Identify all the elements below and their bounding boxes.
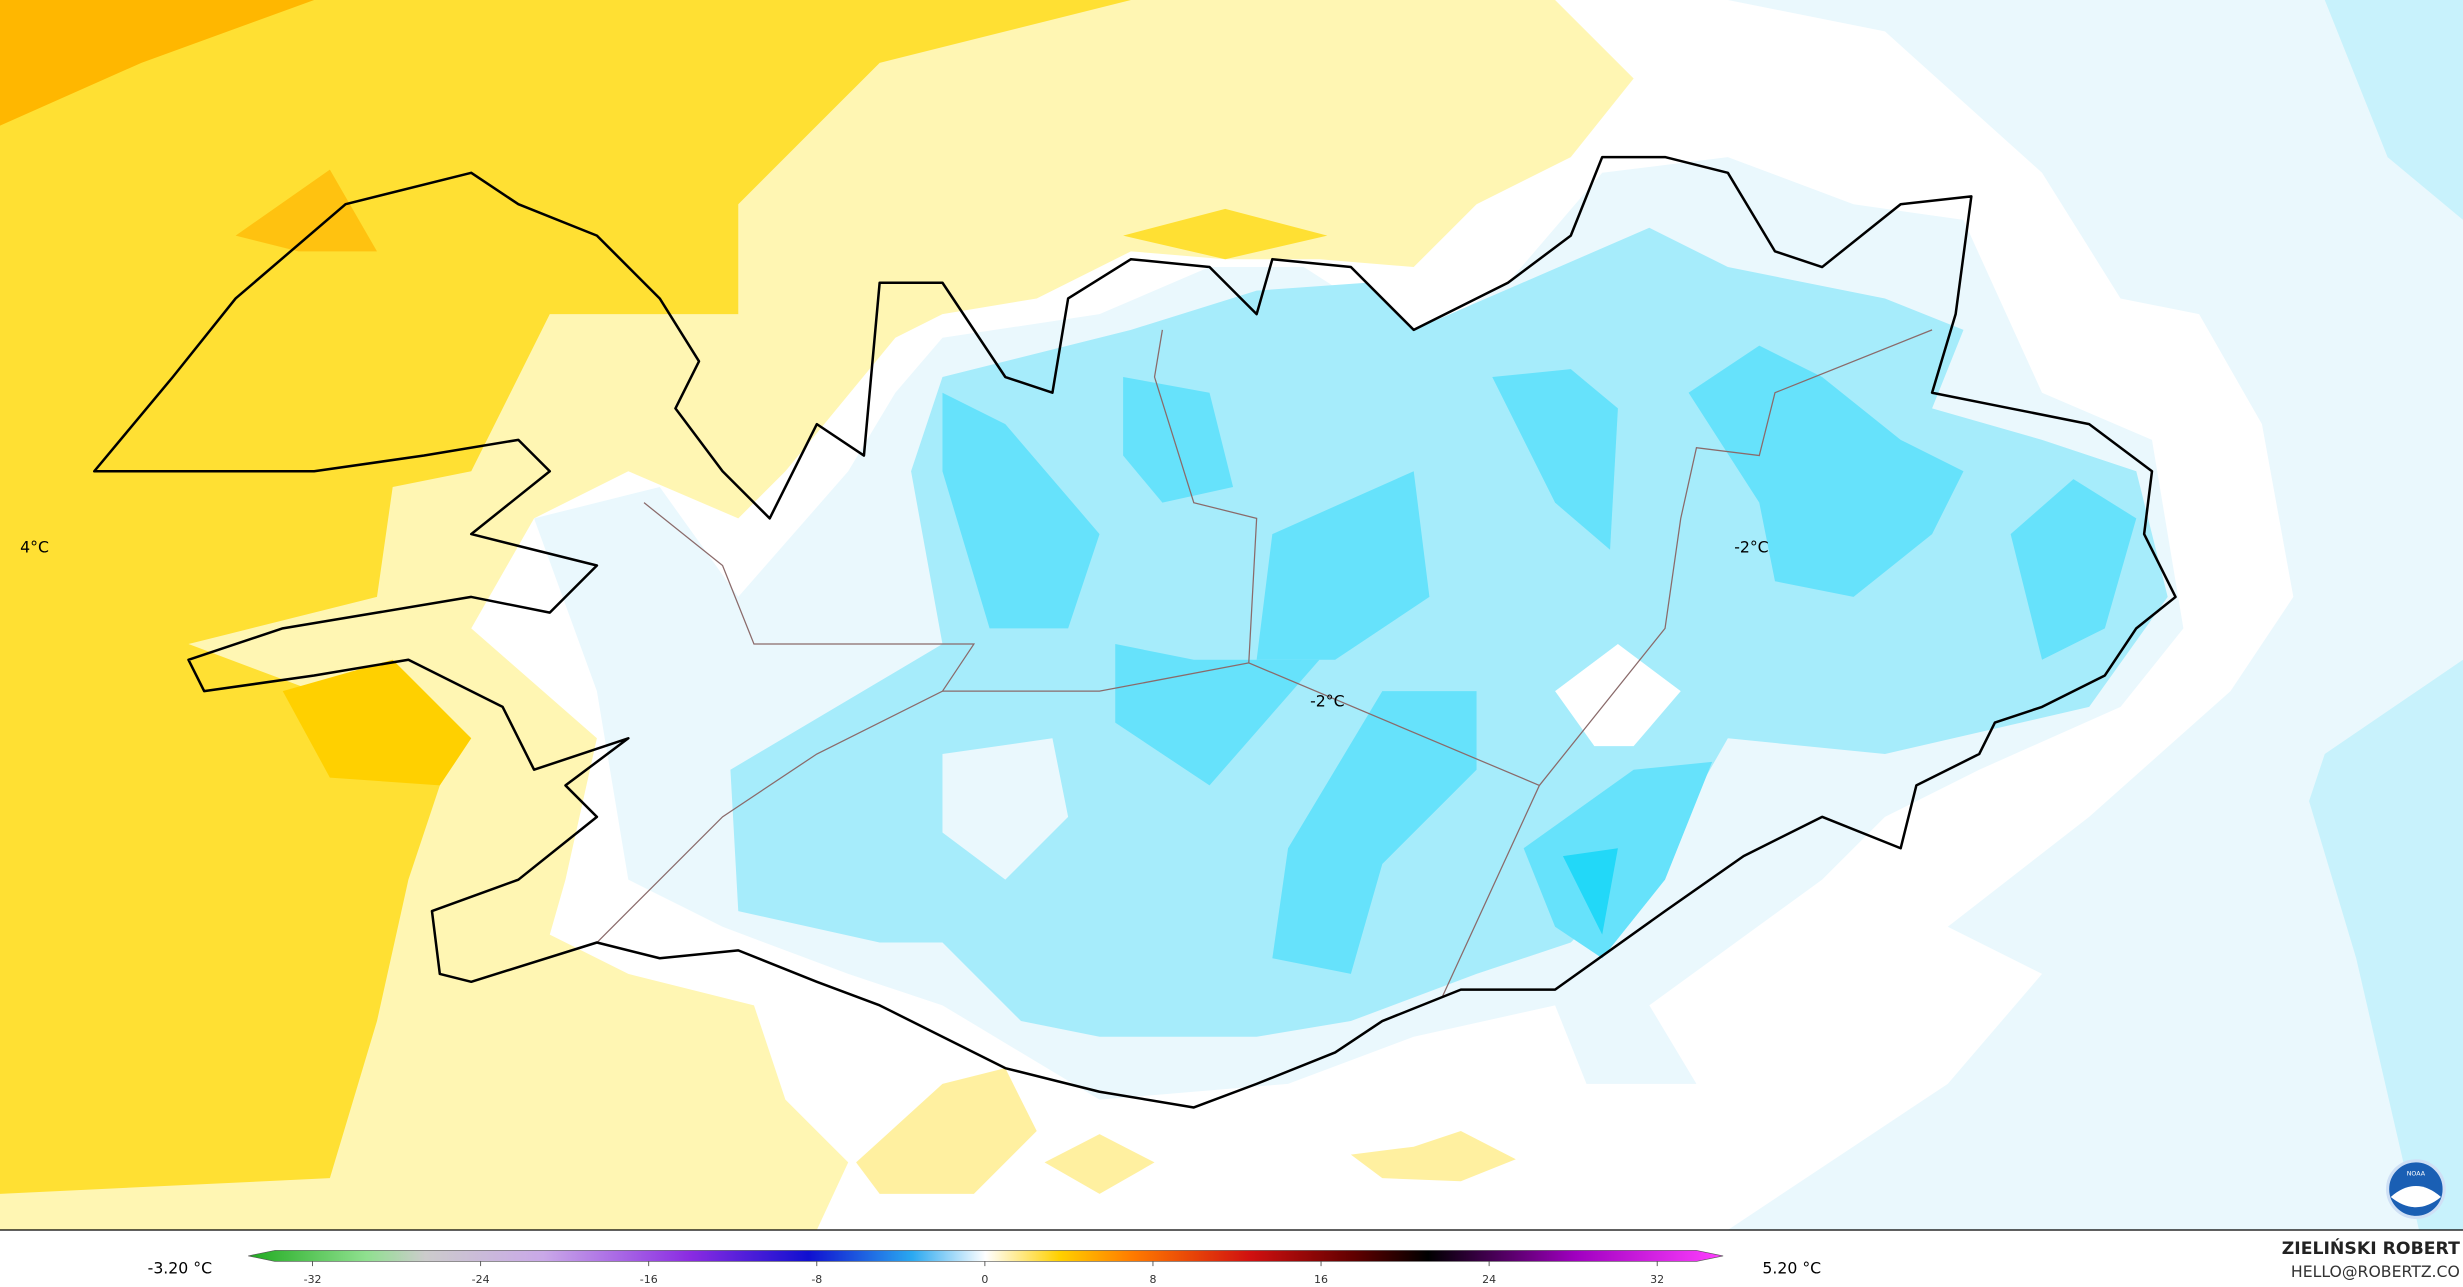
region-light-yellow [856,1068,1037,1194]
colorbar-tick-label: 32 [1650,1273,1664,1286]
boundary-line [1538,329,1933,786]
temperature-label: 4°C [20,538,49,557]
colorbar-tick-label: -8 [811,1273,822,1286]
region-blue [942,392,1100,629]
region-blue [1492,369,1618,550]
region-blue [1115,644,1320,786]
coastline [92,155,2177,1109]
region-blue [1256,471,1430,660]
noaa-logo: NOAA [2386,1159,2446,1219]
region-orange [0,0,315,126]
region-blue [1688,345,1964,597]
region-blue [1523,761,1713,959]
author-email: HELLO@ROBERTZ.CO [2291,1262,2460,1281]
region-light-cyan [2309,659,2463,1230]
temperature-field [0,0,2463,1230]
region-blue [1123,377,1234,503]
temperature-label: -2°C [1310,692,1344,711]
region-very-light-blue [1727,0,2463,1230]
colorbar-tick-label: 8 [1149,1273,1156,1286]
colorbar-tick-label: -24 [472,1273,490,1286]
colorbar-tick-label: 0 [981,1273,988,1286]
region-light-cyan [2324,0,2463,220]
boundary-line [1153,329,1258,663]
region-dark-blue [1562,848,1618,935]
region-blue [2010,479,2137,660]
boundary-line [596,502,976,943]
temperature-label: -2°C [1734,538,1768,557]
region-orange [235,169,377,252]
logo-wave [2390,1185,2442,1208]
boundaries [596,329,1933,998]
region-blue [1272,691,1477,974]
logo-text: NOAA [2407,1170,2426,1177]
region-yellow [282,659,472,786]
author: ZIELIŃSKI ROBERT [2282,1237,2460,1259]
colorbar-tick-label: 24 [1482,1273,1496,1286]
colorbar-min-label: -3.20 °C [148,1259,212,1278]
colorbar: -3.20 °C 5.20 °C -32 -24 -16 -8 0 8 16 24 32 [148,1250,1821,1286]
region-yellow [1123,208,1328,260]
colorbar-tick-label: -32 [304,1273,322,1286]
colorbar-max-label: 5.20 °C [1762,1259,1821,1278]
region-light-yellow [1044,1134,1155,1194]
region-white [1555,644,1681,747]
colorbar-scale [248,1250,1724,1262]
colorbar-tick-label: -16 [640,1273,658,1286]
region-light-yellow [1350,1131,1516,1182]
region-very-light-blue [942,738,1069,880]
colorbar-tick-label: 16 [1314,1273,1328,1286]
region-yellow [0,0,1131,1194]
